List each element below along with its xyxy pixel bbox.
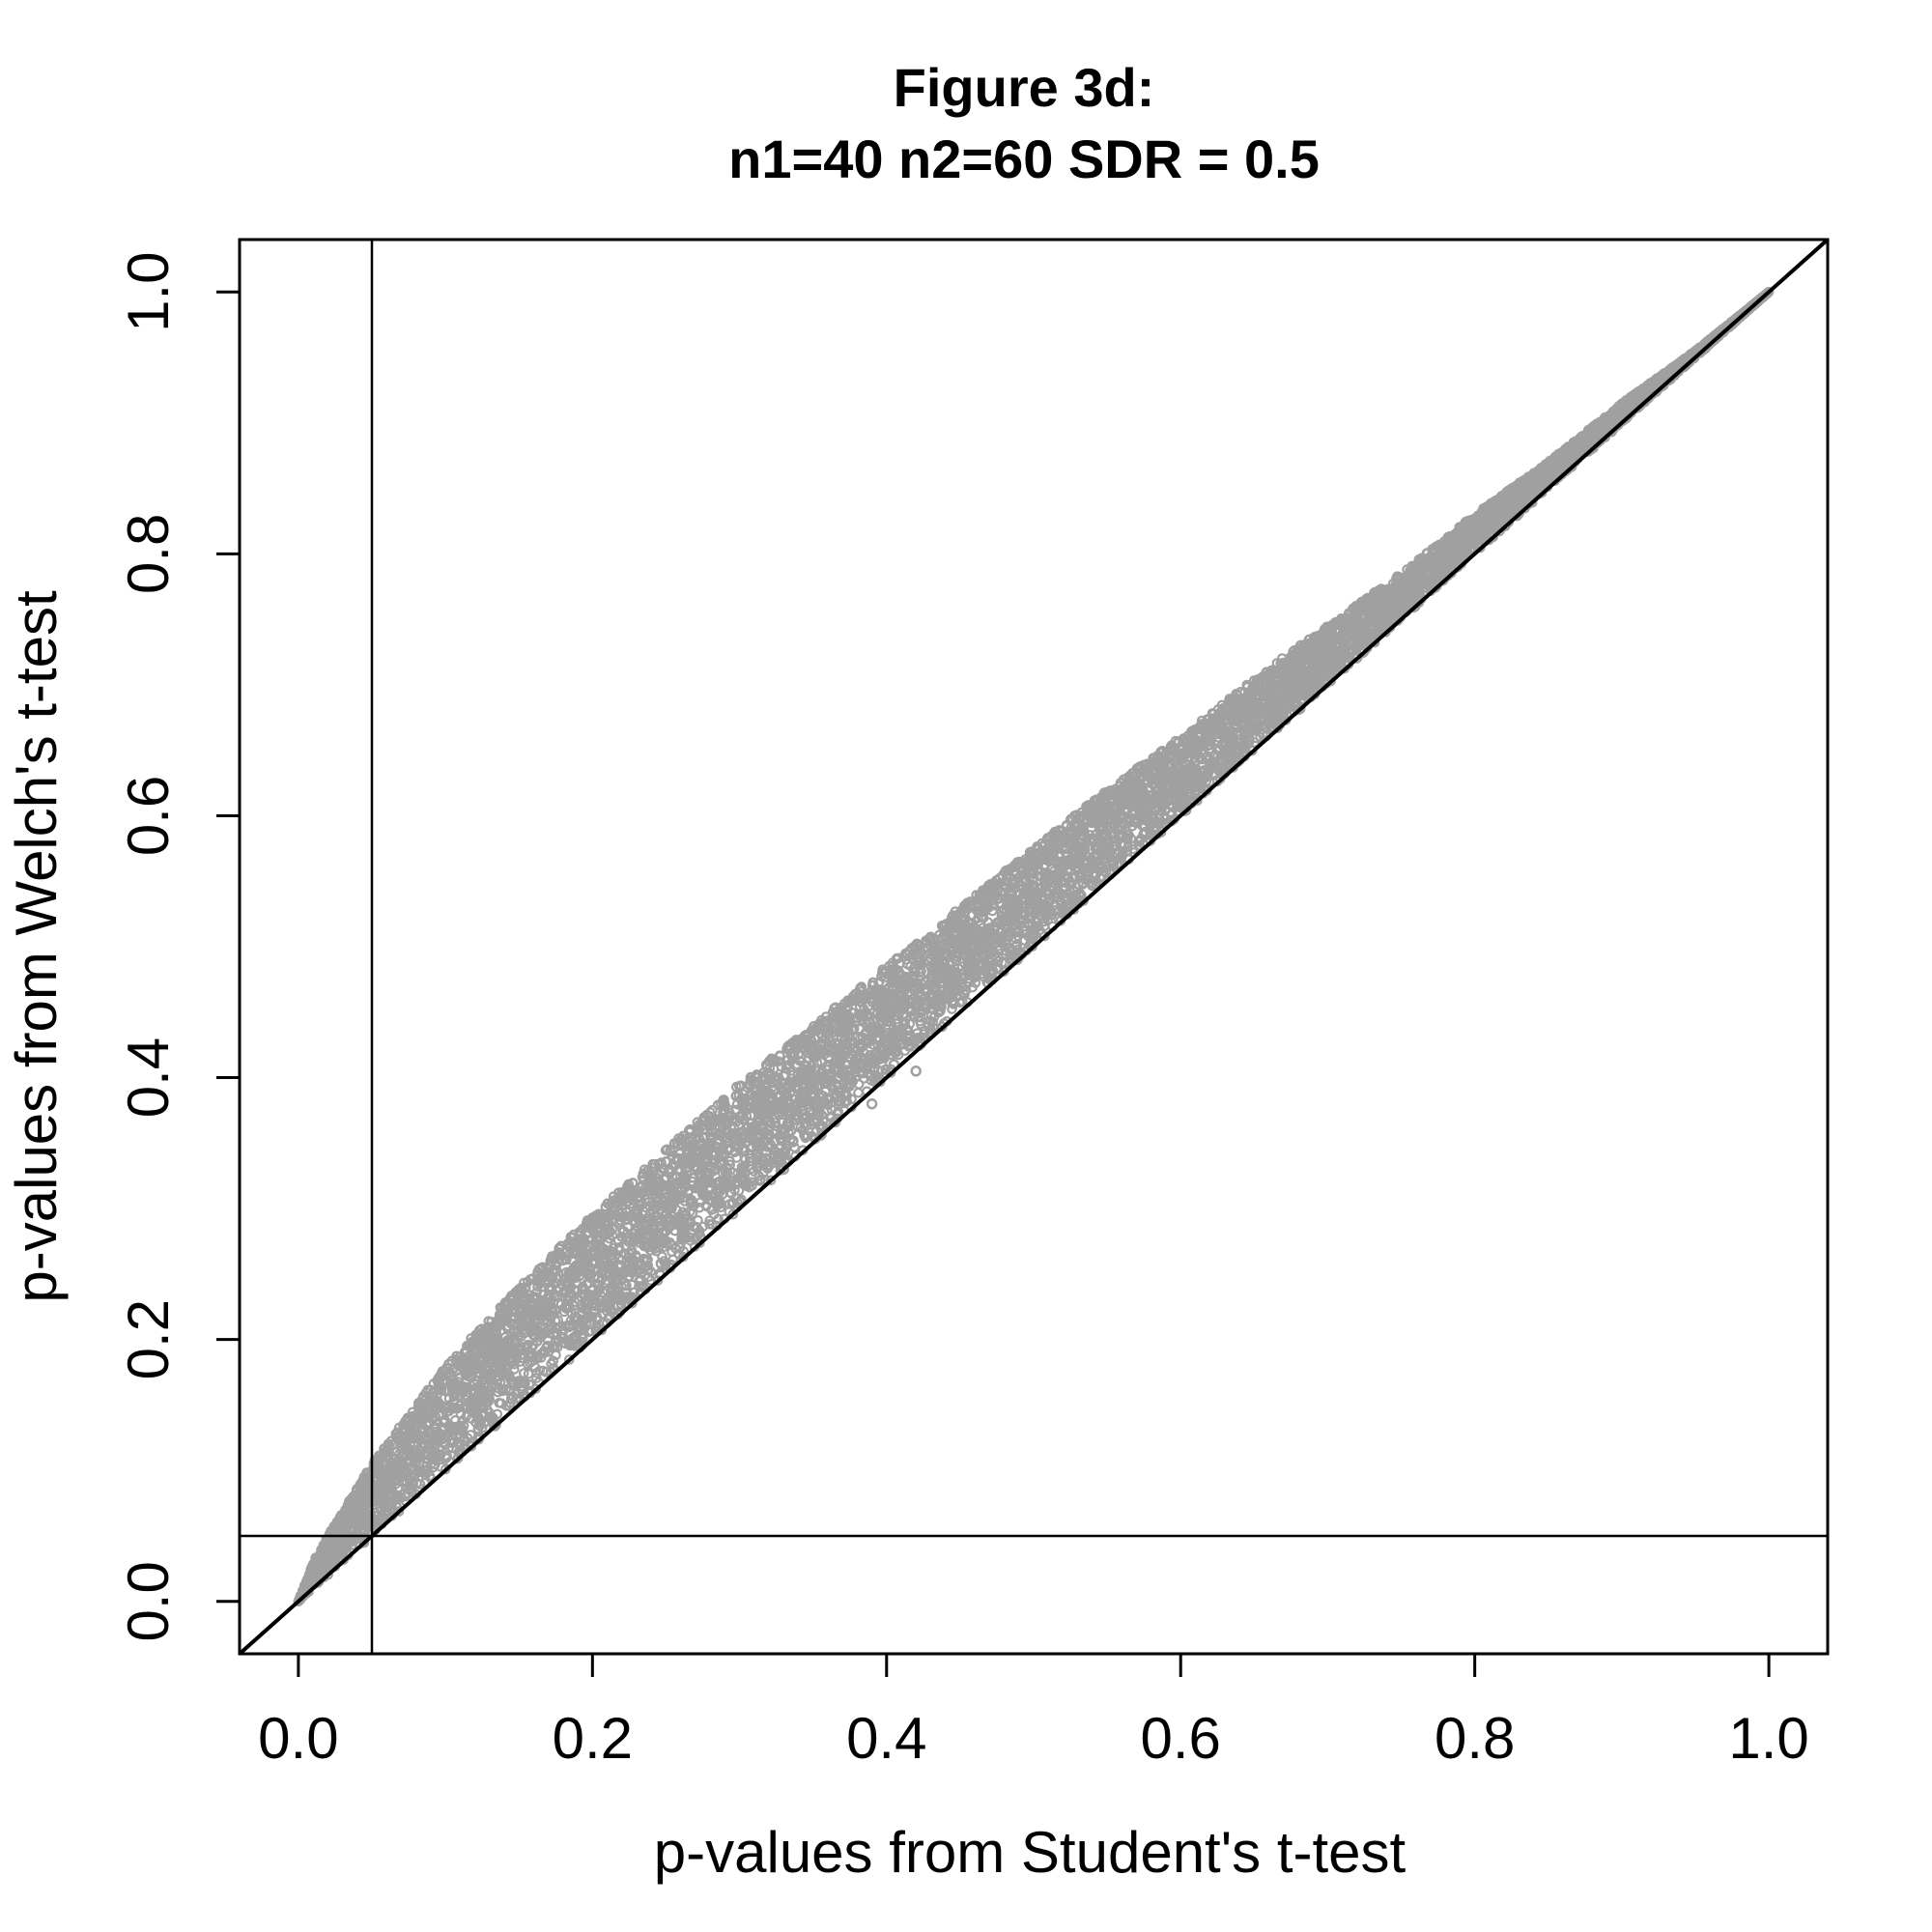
chart-title-line2: n1=40 n2=60 SDR = 0.5 xyxy=(728,128,1320,189)
data-point xyxy=(674,1242,686,1253)
data-point xyxy=(765,1175,777,1186)
data-point xyxy=(816,1109,827,1121)
data-point xyxy=(563,1354,575,1365)
data-point xyxy=(1127,843,1139,855)
data-point xyxy=(1058,882,1068,894)
chart-title-line1: Figure 3d: xyxy=(894,57,1155,118)
